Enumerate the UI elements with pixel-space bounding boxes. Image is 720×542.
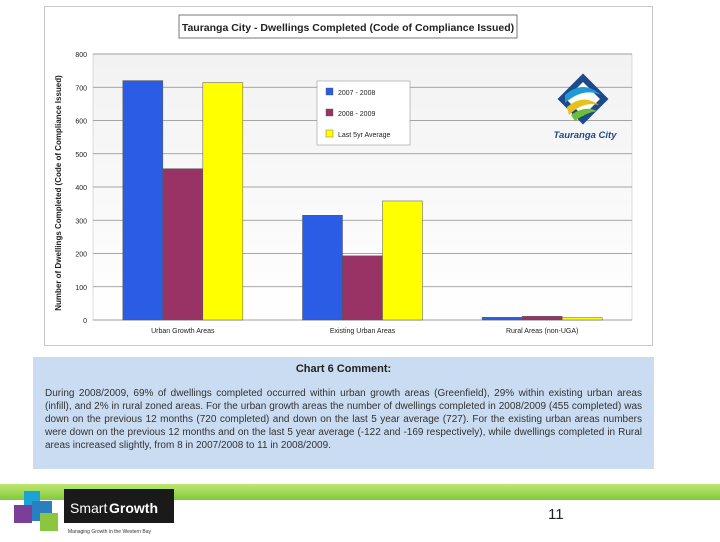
comment-box: Chart 6 Comment: During 2008/2009, 69% o… [33, 357, 654, 469]
x-tick-label: Existing Urban Areas [330, 328, 396, 335]
legend-swatch [325, 87, 334, 96]
bar-1-3 [481, 317, 523, 321]
legend-label: 2007 - 2008 [338, 90, 375, 97]
bar-3-1 [202, 82, 244, 321]
x-tick-label: Rural Areas (non-UGA) [506, 328, 578, 335]
chart-title: Tauranga City - Dwellings Completed (Cod… [182, 22, 514, 34]
legend-label: 2008 - 2009 [338, 111, 375, 118]
y-tick-label: 700 [75, 85, 87, 92]
tauranga-city-logo: Tauranga City [554, 73, 618, 141]
y-tick-label: 800 [75, 52, 87, 59]
y-tick-label: 400 [75, 185, 87, 192]
bar-3-3 [561, 317, 603, 321]
brand-plate [64, 489, 174, 523]
y-tick-label: 600 [75, 119, 87, 126]
y-tick-label: 0 [83, 318, 87, 325]
y-ticks: 0 100 200 300 400 500 600 700 800 [75, 52, 87, 325]
legend-swatch [325, 108, 334, 117]
y-tick-label: 300 [75, 218, 87, 225]
logo-wave-icon [565, 87, 601, 103]
brand-smart: Smart [70, 500, 107, 516]
chart-svg: Tauranga City - Dwellings Completed (Cod… [54, 14, 633, 335]
legend: 2007 - 2008 2008 - 2009 Last 5yr Average [316, 80, 411, 146]
bar-2-1 [162, 168, 204, 321]
bar-2-3 [521, 316, 563, 321]
y-tick-label: 500 [75, 152, 87, 159]
y-tick-label: 100 [75, 285, 87, 292]
cube-green-icon [40, 513, 58, 531]
brand-growth: Growth [109, 500, 158, 516]
bars [122, 80, 603, 321]
x-tick-label: Urban Growth Areas [151, 328, 215, 335]
comment-heading: Chart 6 Comment: [295, 363, 392, 375]
cube-purple-icon [14, 505, 32, 523]
legend-swatch [325, 129, 334, 138]
logo-text: Tauranga City [554, 130, 618, 141]
brand-tagline: Managing Growth in the Western Bay [68, 529, 152, 535]
chart-title-box [178, 14, 518, 39]
bar-3-2 [382, 200, 423, 321]
y-tick-label: 200 [75, 252, 87, 259]
bar-1-2 [302, 215, 343, 321]
smartgrowth-logo: Smart Growth Managing Growth in the West… [10, 489, 175, 537]
comment-body: During 2008/2009, 69% of dwellings compl… [45, 388, 642, 451]
page-number: 11 [548, 506, 564, 523]
bar-2-2 [342, 255, 383, 321]
x-tick-labels: Urban Growth Areas Existing Urban Areas Ru… [151, 328, 578, 335]
bar-1-1 [122, 80, 164, 321]
chart-frame: Tauranga City - Dwellings Completed (Cod… [44, 6, 653, 346]
legend-label: Last 5yr Average [338, 132, 391, 139]
y-axis-label: Number of Dwellings Completed (Code of C… [54, 75, 63, 311]
